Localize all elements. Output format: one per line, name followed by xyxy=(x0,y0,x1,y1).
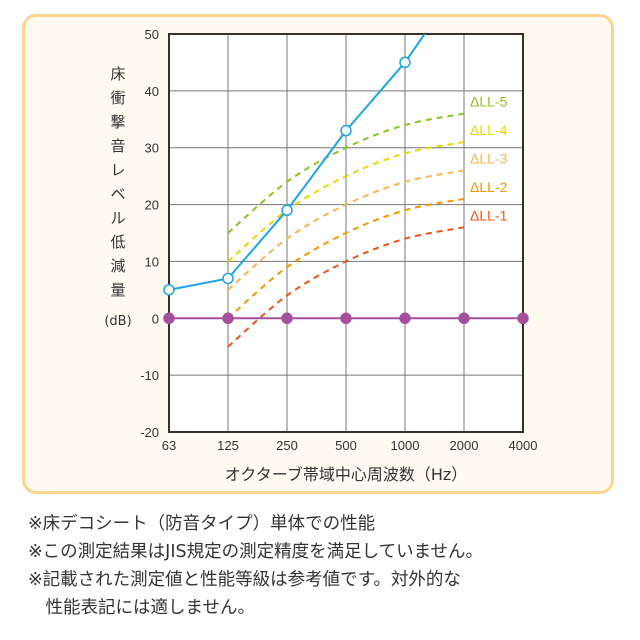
data-point xyxy=(517,312,529,325)
note-3: ※記載された測定値と性能等級は参考値です。対外的な xyxy=(28,570,461,590)
y-label-char: ル xyxy=(110,209,126,227)
series-line-ΔLL-3 xyxy=(227,169,465,291)
legend-label: ΔLL-3 xyxy=(470,150,508,166)
note-2: ※この測定結果はJIS規定の測定精度を満足していません。 xyxy=(28,542,484,562)
data-point xyxy=(340,312,352,325)
y-tick-label: 0 xyxy=(152,311,159,326)
y-tick-label: -10 xyxy=(140,368,159,383)
data-point xyxy=(340,124,352,137)
x-tick-label: 125 xyxy=(217,438,239,453)
y-axis-label: 床衝撃音レベル低減量 (dB) xyxy=(104,62,132,334)
legend-label: ΔLL-1 xyxy=(470,207,508,223)
series-line-ΔLL-1 xyxy=(227,226,465,348)
note-1: ※床デコシート（防音タイプ）単体での性能 xyxy=(28,514,376,534)
legend-label: ΔLL-2 xyxy=(470,179,508,195)
y-label-char: ベ xyxy=(110,185,126,203)
data-point xyxy=(399,56,411,69)
note-4: 性能表記には適しません。 xyxy=(28,598,255,618)
x-axis-label: オクターブ帯域中心周波数（Hz） xyxy=(225,465,468,484)
legend-label: ΔLL-4 xyxy=(470,122,508,138)
x-tick-label: 2000 xyxy=(450,438,479,453)
y-label-char: 量 xyxy=(110,281,126,299)
legend-label: ΔLL-5 xyxy=(470,94,508,110)
y-label-char: 音 xyxy=(110,137,126,155)
notes: ※床デコシート（防音タイプ）単体での性能 ※この測定結果はJIS規定の測定精度を… xyxy=(28,510,483,622)
y-tick-label: 50 xyxy=(145,27,159,42)
data-point xyxy=(163,284,175,296)
y-tick-label: 20 xyxy=(145,198,159,213)
y-label-char: 撃 xyxy=(110,113,126,131)
x-tick-label: 250 xyxy=(276,438,298,453)
x-tick-label: 500 xyxy=(335,438,357,453)
series-line-ΔLL-4 xyxy=(227,141,465,263)
data-point xyxy=(399,312,411,325)
y-tick-label: 10 xyxy=(145,254,159,269)
y-tick-label: 40 xyxy=(145,84,159,99)
data-point xyxy=(163,312,175,325)
x-tick-label: 4000 xyxy=(509,438,538,453)
y-label-char: 床 xyxy=(110,65,126,83)
x-tick-label: 63 xyxy=(162,438,176,453)
data-point xyxy=(458,312,470,325)
data-point xyxy=(222,272,234,285)
y-label-char: 低 xyxy=(110,233,126,251)
series-line-床デコシート xyxy=(168,34,426,291)
data-point xyxy=(222,312,234,325)
data-point xyxy=(281,204,293,217)
y-label-char: レ xyxy=(110,161,126,179)
y-tick-label: 30 xyxy=(145,141,159,156)
x-tick-label: 1000 xyxy=(391,438,420,453)
y-label-char: 衝 xyxy=(110,89,126,107)
y-tick-label: -20 xyxy=(140,425,159,440)
y-label-unit: (dB) xyxy=(104,314,132,329)
series-line-ΔLL-2 xyxy=(227,197,465,320)
series-line-ΔLL-5 xyxy=(227,112,465,234)
y-label-char: 減 xyxy=(110,257,126,275)
data-point xyxy=(281,312,293,325)
series-group xyxy=(168,34,523,348)
plot-frame xyxy=(168,33,524,433)
